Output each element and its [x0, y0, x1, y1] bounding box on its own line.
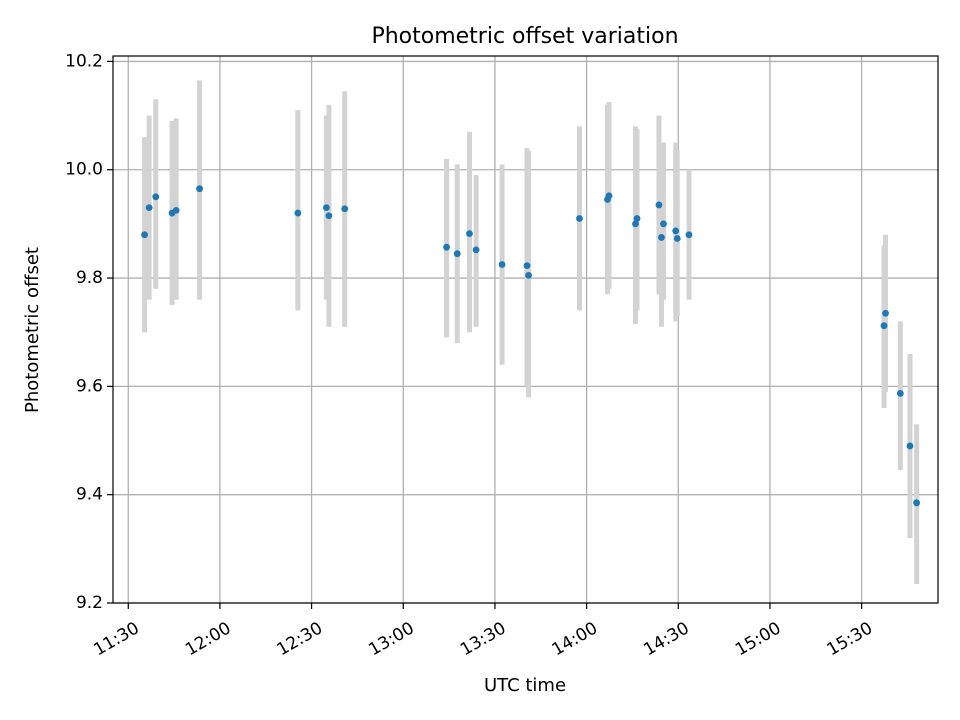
data-point	[660, 220, 667, 228]
data-point	[896, 390, 904, 397]
y-axis-label: Photometric offset	[22, 247, 43, 413]
data-point	[498, 261, 506, 268]
y-tick-label: 10.0	[65, 160, 103, 180]
data-point	[472, 246, 480, 254]
data-point	[341, 205, 349, 213]
data-point	[322, 204, 330, 212]
data-point	[523, 262, 531, 269]
data-point	[880, 322, 888, 330]
data-point	[453, 250, 461, 258]
plot-area	[112, 55, 939, 604]
data-point	[913, 499, 921, 507]
data-point	[576, 215, 583, 222]
y-tick-label: 9.2	[76, 593, 103, 613]
data-point	[673, 235, 681, 242]
data-point	[655, 201, 663, 209]
data-point	[196, 185, 203, 193]
data-point	[685, 231, 693, 239]
data-point	[294, 209, 302, 217]
data-points	[141, 185, 921, 507]
data-point	[633, 215, 641, 222]
data-point	[152, 193, 160, 201]
data-point	[172, 206, 180, 214]
data-point	[525, 271, 532, 279]
y-tick-label: 9.6	[76, 376, 103, 396]
data-point	[325, 212, 333, 220]
data-point	[443, 243, 450, 251]
plot-frame	[112, 55, 939, 604]
data-point	[605, 192, 613, 200]
data-point	[141, 231, 148, 239]
y-axis-ticks: 9.2 9.4 9.6 9.8 10.0 10.2	[65, 51, 113, 613]
data-point	[466, 230, 473, 238]
data-point	[632, 220, 639, 228]
y-tick-label: 9.4	[76, 485, 103, 505]
y-tick-label: 10.2	[65, 51, 103, 71]
data-point	[658, 234, 665, 241]
data-point	[672, 227, 680, 235]
chart-title: Photometric offset variation	[371, 24, 678, 49]
data-point	[906, 442, 914, 450]
y-tick-label: 9.8	[76, 268, 103, 288]
data-point	[145, 204, 153, 212]
x-axis-label: UTC time	[484, 675, 566, 696]
data-point	[882, 309, 889, 317]
